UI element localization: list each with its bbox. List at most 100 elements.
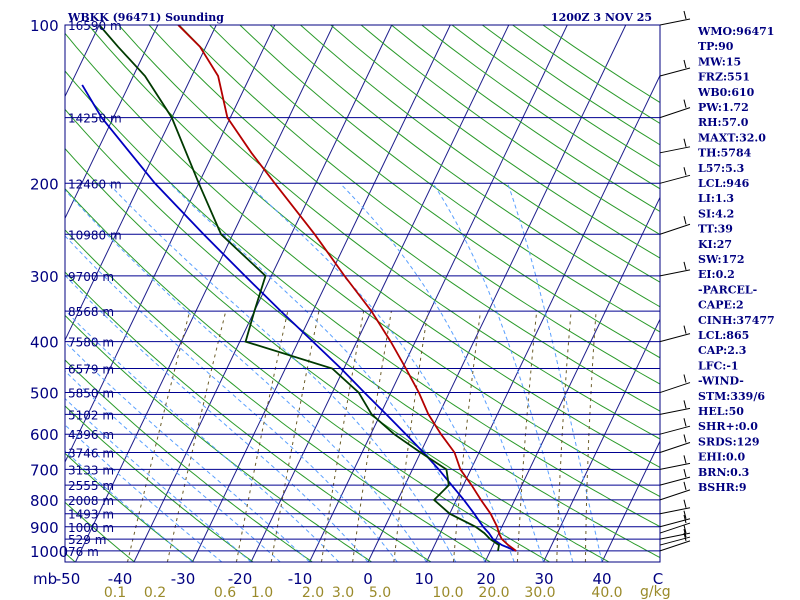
wind-barb bbox=[659, 418, 691, 435]
height-label: 1000 m bbox=[68, 521, 114, 535]
mixing-ratio-line bbox=[556, 311, 572, 562]
wind-barb bbox=[659, 325, 691, 343]
height-label: 7580 m bbox=[68, 336, 114, 350]
index-value: TH:5784 bbox=[698, 147, 752, 160]
pressure-tick-label: 100 bbox=[30, 17, 59, 35]
isotherm-line bbox=[367, 25, 627, 562]
index-value: CAP:2.3 bbox=[698, 344, 746, 357]
height-label: 5102 m bbox=[68, 408, 114, 422]
mixing-ratio-label: 0.6 bbox=[214, 585, 236, 600]
wind-barb-flag bbox=[683, 514, 687, 524]
temperature-tick-label: 40 bbox=[592, 570, 611, 588]
wind-barb-staff bbox=[659, 489, 691, 501]
moist-adiabat-line bbox=[65, 370, 281, 562]
mixing-ratio-label: 40.0 bbox=[591, 585, 622, 600]
wind-barb bbox=[659, 481, 691, 501]
index-value: BSHR:9 bbox=[698, 481, 747, 494]
wind-barb bbox=[659, 469, 691, 486]
wind-barb-flag bbox=[683, 167, 687, 176]
isotherm-line bbox=[65, 25, 159, 220]
isotherm-line bbox=[0, 25, 41, 562]
plot-frame bbox=[64, 24, 661, 563]
height-label: 14250 m bbox=[68, 112, 122, 126]
wind-barb bbox=[659, 499, 691, 515]
index-value: -WIND- bbox=[698, 375, 744, 388]
index-value: CINH:37477 bbox=[698, 314, 775, 327]
wind-barb-staff bbox=[659, 425, 691, 435]
moist-adiabat-line bbox=[339, 182, 544, 562]
mixing-ratio-line bbox=[516, 311, 538, 562]
index-value: BRN:0.3 bbox=[698, 466, 749, 479]
wind-barb-staff bbox=[659, 269, 691, 277]
isotherm-line bbox=[75, 25, 334, 562]
height-label: 2555 m bbox=[68, 479, 114, 493]
mixing-ratio-label: 1.0 bbox=[251, 585, 273, 600]
isotherm-line bbox=[309, 25, 568, 562]
mixing-ratio-label: 2.0 bbox=[302, 585, 324, 600]
dry-adiabat-line bbox=[65, 271, 432, 562]
index-value: TT:39 bbox=[698, 223, 733, 236]
wind-barb-flag bbox=[683, 59, 687, 69]
mixing-ratio-unit-label: g/kg bbox=[640, 584, 671, 600]
index-value: MW:15 bbox=[698, 55, 741, 68]
wind-barb-flag bbox=[683, 455, 687, 464]
index-value: L57:5.3 bbox=[698, 162, 744, 175]
wind-barb-staff bbox=[659, 223, 691, 235]
wind-barbs bbox=[659, 10, 691, 552]
dry-adiabat-line bbox=[118, 25, 660, 440]
wind-barb-staff bbox=[659, 333, 691, 343]
mixing-ratio-line bbox=[166, 310, 227, 562]
wind-barb-staff bbox=[659, 107, 691, 119]
isotherm-line bbox=[65, 25, 217, 342]
index-value: KI:27 bbox=[698, 238, 732, 251]
moist-adiabat-line bbox=[65, 309, 340, 562]
index-value: LFC:-1 bbox=[698, 359, 739, 372]
isotherm-line bbox=[601, 440, 660, 562]
index-value: CAPE:2 bbox=[698, 299, 744, 312]
dewpoint-profile-line bbox=[98, 25, 500, 552]
moist-adiabat-line bbox=[65, 235, 398, 562]
wind-barb bbox=[659, 400, 691, 415]
moist-adiabat-line bbox=[507, 183, 603, 562]
wind-barb-flag bbox=[683, 469, 687, 478]
mixing-ratio-line bbox=[127, 310, 191, 562]
index-value: EHI:0.0 bbox=[698, 451, 745, 464]
index-value: SW:172 bbox=[698, 253, 745, 266]
height-label: 4396 m bbox=[68, 428, 114, 442]
index-value: SRDS:129 bbox=[698, 435, 760, 448]
index-value: PW:1.72 bbox=[698, 101, 749, 114]
pressure-tick-label: 400 bbox=[30, 334, 59, 352]
dry-adiabat-line bbox=[239, 25, 660, 333]
wind-barb-flag bbox=[683, 216, 687, 225]
index-value: EI:0.2 bbox=[698, 268, 735, 281]
height-label: 2008 m bbox=[68, 494, 114, 508]
isotherm-line bbox=[250, 25, 510, 562]
height-label: 1493 m bbox=[68, 508, 114, 522]
wind-barb-flag bbox=[683, 532, 687, 541]
height-label: 5850 m bbox=[68, 387, 114, 401]
index-value: RH:57.0 bbox=[698, 116, 749, 129]
dry-adiabat-line bbox=[542, 25, 660, 104]
pressure-tick-label: 1000 bbox=[30, 543, 68, 561]
temperature-tick-label: 10 bbox=[414, 570, 433, 588]
dry-adiabat-line bbox=[65, 405, 254, 562]
dry-adiabat-line bbox=[65, 314, 372, 562]
profile-lines bbox=[81, 25, 517, 552]
pressure-tick-label: 800 bbox=[30, 492, 59, 510]
wind-barb bbox=[659, 216, 691, 235]
moist-adiabat-line bbox=[65, 397, 252, 562]
valid-time: 1200Z 3 NOV 25 bbox=[551, 11, 652, 24]
temperature-tick-label: C bbox=[653, 570, 663, 588]
wind-barb-staff bbox=[659, 442, 691, 453]
wind-barb bbox=[659, 10, 691, 26]
wind-barb-staff bbox=[659, 540, 691, 552]
index-value: -PARCEL- bbox=[698, 283, 757, 296]
wind-barb bbox=[659, 455, 691, 470]
wind-barb-staff bbox=[659, 18, 691, 26]
mixing-ratio-label: 3.0 bbox=[332, 585, 354, 600]
wind-barb-flag bbox=[683, 325, 687, 334]
dry-adiabat-line bbox=[88, 25, 660, 468]
temperature-tick-label: -50 bbox=[56, 570, 81, 588]
